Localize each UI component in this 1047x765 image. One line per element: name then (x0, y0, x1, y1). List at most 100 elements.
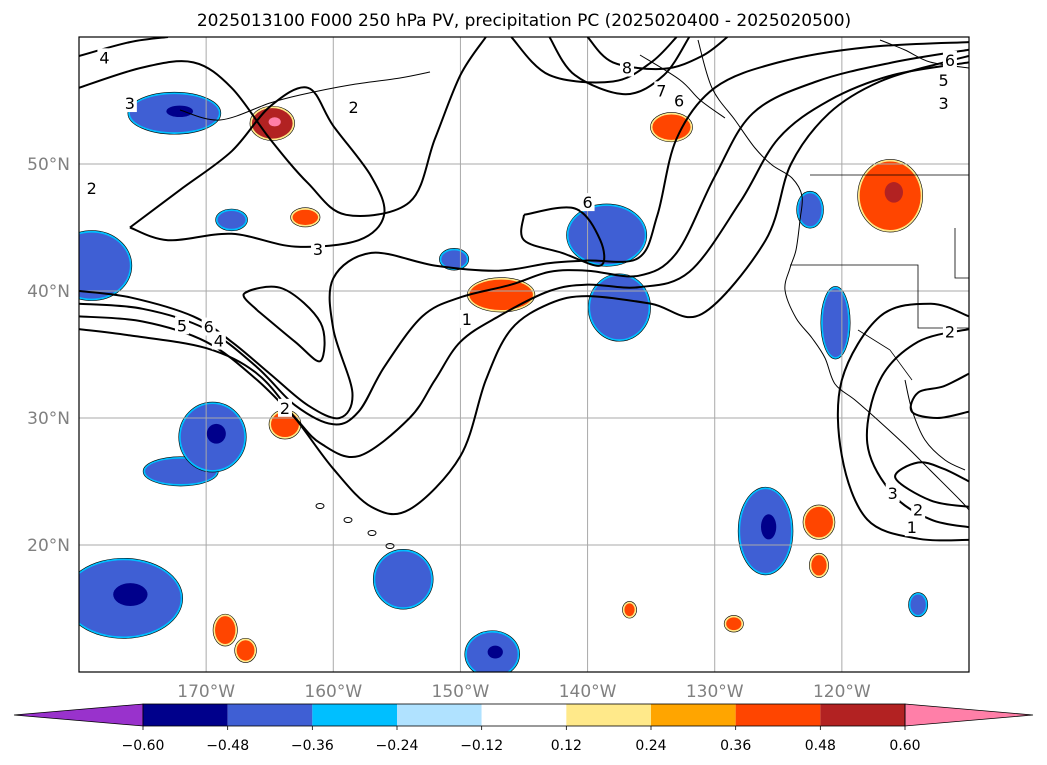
contour-label-mask (942, 322, 957, 341)
coastline (904, 379, 966, 471)
contour-label: 2 (945, 323, 955, 342)
contour-label-mask (122, 94, 137, 113)
precip-cell-core (760, 514, 777, 540)
precip-cell (215, 616, 236, 645)
pv-contour-line (865, 328, 969, 529)
coastline (179, 71, 431, 121)
contour-label: 6 (582, 193, 592, 212)
contour-label: 2 (87, 179, 97, 198)
contour-label-mask (885, 483, 900, 502)
pv-contour-line (510, 37, 678, 84)
contour-label-mask (936, 71, 951, 90)
contour-label: 1 (462, 310, 472, 329)
pv-contour-line (586, 37, 729, 71)
x-tick-label: 170°W (177, 682, 235, 702)
hawaii-island (343, 517, 353, 523)
precip-cell-core (487, 645, 503, 659)
x-tick-label: 150°W (432, 682, 490, 702)
precip-cell (822, 288, 849, 358)
contour-label-mask (174, 316, 189, 335)
contour-label: 3 (938, 94, 948, 113)
longitude-tick-labels: 170°W 160°W 150°W 140°W 130°W 120°W (177, 682, 871, 702)
contour-label: 1 (907, 518, 917, 537)
contour-label-mask (580, 193, 595, 212)
contour-label: 3 (125, 94, 135, 113)
precip-cell (811, 555, 827, 576)
colorbar-segment (143, 704, 228, 726)
pv-contours (79, 37, 969, 542)
contour-label: 4 (214, 332, 224, 351)
colorbar-tick-label: −0.24 (376, 738, 419, 754)
contour-label: 6 (204, 318, 214, 337)
colorbar-segment (397, 704, 482, 726)
contour-label-mask (672, 91, 687, 110)
x-tick-label: 160°W (304, 682, 362, 702)
contour-label: 3 (888, 484, 898, 503)
y-tick-label: 50°N (27, 155, 70, 175)
contour-label: 7 (656, 81, 666, 100)
precip-cell-core (268, 117, 281, 127)
y-tick-label: 20°N (27, 536, 70, 556)
contour-label-mask (84, 179, 99, 198)
colorbar-tick-label: 0.48 (805, 738, 836, 754)
contour-label-mask (459, 309, 474, 328)
colorbar-tick-label: 0.24 (635, 738, 666, 754)
hawaii-island (315, 503, 325, 509)
contour-label: 6 (674, 92, 684, 111)
colorbar-extend-high (904, 703, 1034, 727)
precip-cell (375, 551, 432, 608)
border-line (954, 228, 969, 279)
border-line (857, 329, 913, 381)
x-tick-label: 140°W (559, 682, 617, 702)
precip-cell (804, 506, 833, 538)
contour-label-mask (346, 97, 361, 116)
colorbar-segment (566, 704, 651, 726)
coastline (697, 39, 969, 511)
contour-label-mask (654, 81, 669, 100)
pv-contour-line (79, 48, 969, 426)
precip-cell-core (113, 583, 148, 606)
pv-contour-line (242, 285, 326, 363)
contour-label: 4 (99, 48, 109, 67)
contour-label-mask (911, 500, 926, 519)
precip-cell (726, 617, 742, 631)
x-tick-label: 130°W (686, 682, 744, 702)
precip-cell (292, 209, 319, 225)
colorbar-segment (735, 704, 821, 726)
pv-contour-line (836, 302, 969, 542)
contour-label-mask (201, 317, 216, 336)
colorbar-extend-low (13, 703, 144, 727)
precip-cell (910, 594, 926, 615)
contour-label: 2 (913, 500, 923, 519)
contour-label-mask (97, 48, 112, 67)
contour-label: 2 (349, 98, 359, 117)
precip-cell (469, 279, 533, 311)
precip-cell-core (884, 182, 903, 203)
contour-label-mask (619, 58, 634, 77)
contour-label-mask (936, 94, 951, 113)
contour-label-mask (942, 50, 957, 69)
coastline (639, 54, 726, 119)
pv-contour-line (79, 37, 169, 57)
colorbar-segment (227, 704, 313, 726)
colorbar-tick-label: −0.48 (206, 738, 249, 754)
colorbar-tick-label: 0.60 (889, 738, 920, 754)
hawaii-island (367, 530, 377, 536)
colorbar-tick-label: 0.36 (720, 738, 751, 754)
contour-label: 5 (938, 71, 948, 90)
colorbar-frame (142, 703, 906, 727)
colorbar-tick-label: −0.12 (460, 738, 503, 754)
precip-cell (568, 205, 645, 265)
contour-label-mask (904, 518, 919, 537)
colorbar-segment (651, 704, 736, 726)
pv-contour-line (520, 206, 606, 267)
pv-contour-line (79, 41, 969, 420)
y-tick-label: 40°N (27, 282, 70, 302)
precip-cell (217, 210, 246, 229)
colorbar-tick-label: −0.60 (122, 738, 165, 754)
latitude-tick-labels: 20°N 30°N 40°N 50°N (27, 155, 70, 556)
contour-label-mask (211, 331, 226, 350)
chart-title: 2025013100 F000 250 hPa PV, precipitatio… (197, 11, 851, 31)
